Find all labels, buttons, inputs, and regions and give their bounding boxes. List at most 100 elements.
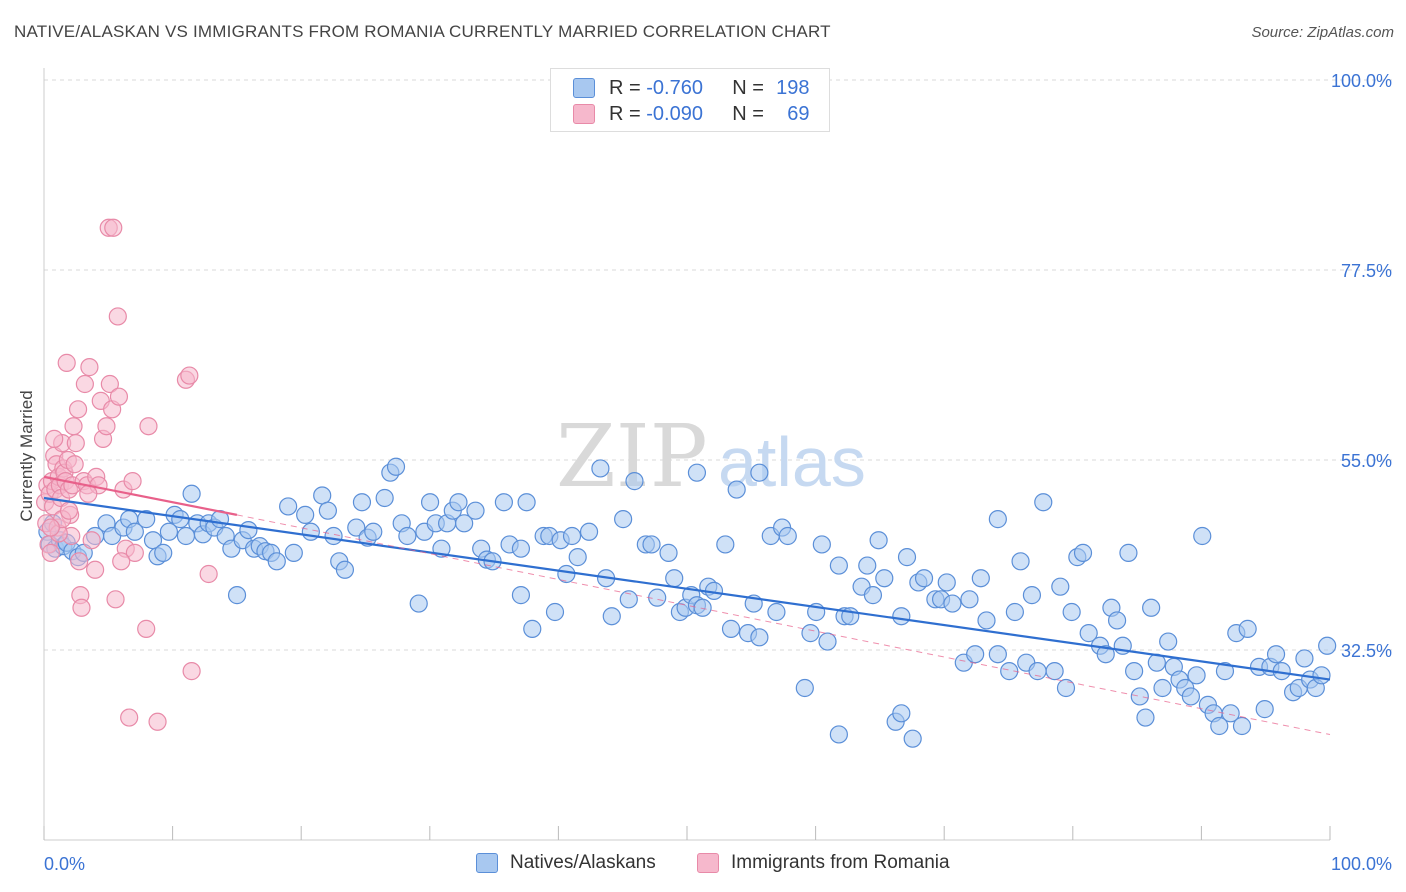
natives-point <box>545 602 565 622</box>
romania-point <box>59 501 79 520</box>
natives-point <box>159 522 179 541</box>
natives-point <box>239 520 258 540</box>
romania-point <box>109 387 129 406</box>
natives-point <box>892 704 911 723</box>
natives-point <box>1238 619 1257 638</box>
natives-point <box>1045 662 1064 681</box>
natives-point <box>1096 645 1115 664</box>
natives-point <box>625 472 644 491</box>
axes <box>43 68 1331 841</box>
natives-point <box>125 522 144 541</box>
correlation-legend: R = -0.760 N = 198 R = -0.090 N = 69 <box>550 68 830 132</box>
legend-item-romania[interactable]: Immigrants from Romania <box>697 852 950 874</box>
romania-point <box>108 307 127 326</box>
natives-point <box>1000 662 1019 681</box>
natives-point <box>296 505 315 524</box>
natives-point <box>863 586 883 605</box>
natives-point <box>1062 602 1081 622</box>
legend-label-natives: Natives/Alaskans <box>510 852 656 873</box>
natives-point <box>409 594 428 613</box>
legend-r-value: -0.760 <box>646 76 703 99</box>
natives-point <box>665 569 684 588</box>
natives-point <box>1005 602 1024 622</box>
tick-labels: 32.5% 55.0% 77.5% 100.0% 0.0% 100.0% <box>44 71 1392 874</box>
natives-point <box>347 518 366 537</box>
romania-point <box>123 472 142 491</box>
natives-point <box>750 463 769 482</box>
romania-point <box>82 531 101 550</box>
natives-point <box>1215 662 1235 681</box>
natives-point <box>227 586 247 605</box>
natives-point <box>523 619 542 638</box>
natives-point <box>778 526 797 546</box>
natives-point <box>966 645 985 664</box>
natives-trend-line <box>43 496 1331 681</box>
natives-point <box>364 522 383 541</box>
natives-point <box>137 510 156 529</box>
romania-point <box>199 564 218 584</box>
romania-point <box>65 455 84 474</box>
natives-point <box>1210 716 1229 736</box>
natives-point <box>727 480 746 499</box>
romania-point <box>75 374 94 394</box>
natives-point <box>557 564 576 584</box>
natives-point <box>1142 598 1161 617</box>
natives-point <box>602 607 621 626</box>
natives-point <box>619 590 638 609</box>
natives-point <box>494 493 513 512</box>
natives-point <box>1193 526 1212 546</box>
natives-point <box>562 526 582 546</box>
romania-point <box>64 417 83 436</box>
natives-point <box>960 590 979 609</box>
natives-point <box>716 535 735 554</box>
watermark-zip: ZIP <box>556 407 708 507</box>
legend-r-label: R = <box>609 102 647 125</box>
romania-point <box>112 552 131 571</box>
natives-point <box>511 586 531 605</box>
romania-point <box>104 218 123 237</box>
y-tick-label: 100.0% <box>1331 71 1392 91</box>
natives-point <box>988 645 1007 664</box>
natives-point <box>154 543 173 562</box>
romania-point <box>125 543 144 562</box>
natives-point <box>1079 624 1098 643</box>
natives-point <box>568 548 587 567</box>
natives-point <box>1159 632 1178 651</box>
romania-point <box>180 366 199 385</box>
natives-point <box>1295 649 1314 668</box>
legend-item-natives[interactable]: Natives/Alaskans <box>476 852 656 874</box>
x-tick-label: 0.0% <box>44 854 85 874</box>
natives-point <box>420 493 440 512</box>
natives-point <box>301 522 320 541</box>
natives-point <box>455 514 474 533</box>
romania-point <box>72 598 91 617</box>
natives-point <box>1073 543 1093 562</box>
natives-point <box>313 486 332 505</box>
romania-point <box>137 619 156 638</box>
natives-point <box>398 526 417 546</box>
romania-point <box>120 708 139 727</box>
natives-point <box>1028 662 1047 681</box>
natives-point <box>869 531 888 550</box>
swatch-natives <box>476 853 498 873</box>
natives-point <box>1232 716 1252 736</box>
romania-trend-extension <box>236 514 1331 736</box>
romania-point <box>45 429 64 448</box>
natives-point <box>1255 700 1274 719</box>
natives-point <box>937 573 956 592</box>
romania-point <box>57 353 76 372</box>
natives-point <box>977 611 996 630</box>
romania-point <box>41 518 60 537</box>
natives-point <box>1119 543 1138 562</box>
natives-point <box>182 484 201 503</box>
watermark: ZIP atlas <box>556 407 866 507</box>
natives-point <box>375 488 394 508</box>
romania-point <box>85 560 105 579</box>
natives-point <box>614 510 633 529</box>
natives-point <box>449 493 468 512</box>
natives-point <box>858 556 877 575</box>
natives-point <box>517 493 536 512</box>
romania-trend-line <box>43 475 238 516</box>
natives-point <box>875 569 894 588</box>
